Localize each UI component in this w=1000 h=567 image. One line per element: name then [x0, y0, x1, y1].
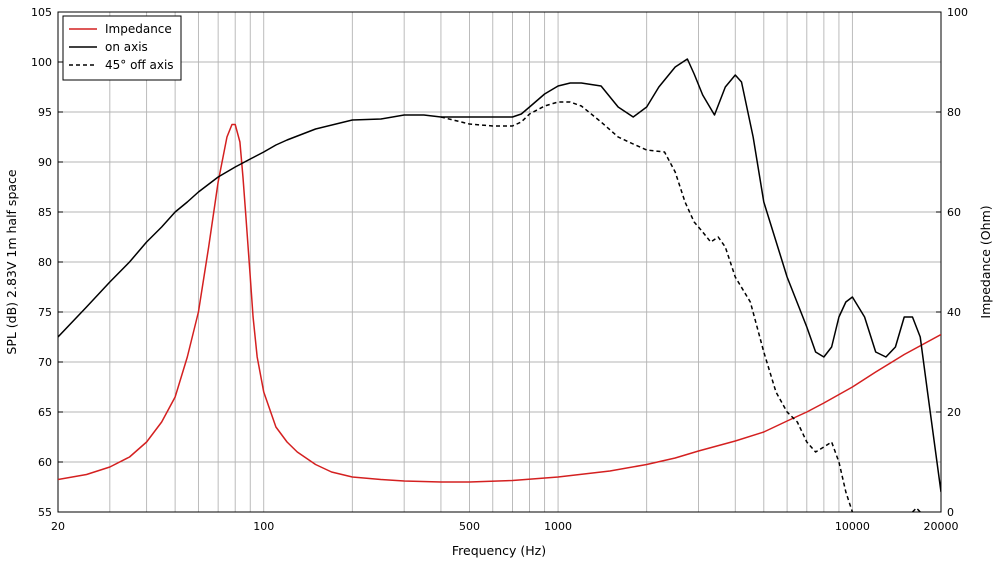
legend-label: 45° off axis	[105, 58, 174, 72]
series-layer	[58, 58, 941, 512]
grid	[58, 12, 941, 512]
y-right-tick-label: 0	[947, 506, 954, 519]
x-tick-label: 1000	[544, 520, 572, 533]
y-left-tick-label: 60	[38, 456, 52, 469]
x-tick-label: 100	[253, 520, 274, 533]
y-left-tick-label: 75	[38, 306, 52, 319]
series-45-off-axis-fragment	[911, 507, 921, 512]
series-impedance	[58, 123, 941, 483]
legend-box	[62, 15, 182, 81]
series-45-off-axis	[440, 101, 854, 512]
y-left-tick-label: 55	[38, 506, 52, 519]
y-right-tick-label: 60	[947, 206, 961, 219]
y-left-tick-label: 65	[38, 406, 52, 419]
x-tick-label: 20000	[924, 520, 959, 533]
series-on-axis	[58, 58, 941, 493]
y-left-tick-label: 85	[38, 206, 52, 219]
y-left-tick-label: 100	[31, 56, 52, 69]
legend-label: Impedance	[105, 22, 172, 36]
y-axis-right-title: Impedance (Ohm)	[978, 205, 993, 318]
y-left-tick-label: 80	[38, 256, 52, 269]
x-tick-label: 20	[51, 520, 65, 533]
legend-label: on axis	[105, 40, 148, 54]
legend: Impedance on axis 45° off axis	[62, 15, 182, 81]
y-right-tick-label: 80	[947, 106, 961, 119]
y-left-tick-label: 70	[38, 356, 52, 369]
y-left-tick-label: 90	[38, 156, 52, 169]
y-right-tick-label: 100	[947, 6, 968, 19]
x-tick-label: 500	[459, 520, 480, 533]
y-axis-left-title: SPL (dB) 2.83V 1m half space	[4, 169, 19, 355]
x-axis-title: Frequency (Hz)	[452, 543, 546, 558]
x-tick-label: 10000	[835, 520, 870, 533]
axes	[57, 11, 942, 513]
y-left-tick-label: 95	[38, 106, 52, 119]
y-right-tick-label: 40	[947, 306, 961, 319]
y-left-tick-label: 105	[31, 6, 52, 19]
y-right-tick-label: 20	[947, 406, 961, 419]
tick-labels: 55 60 65 70 75 80 85 90 95 100 105 0 20 40 60 80 100 20 10…	[31, 6, 968, 533]
